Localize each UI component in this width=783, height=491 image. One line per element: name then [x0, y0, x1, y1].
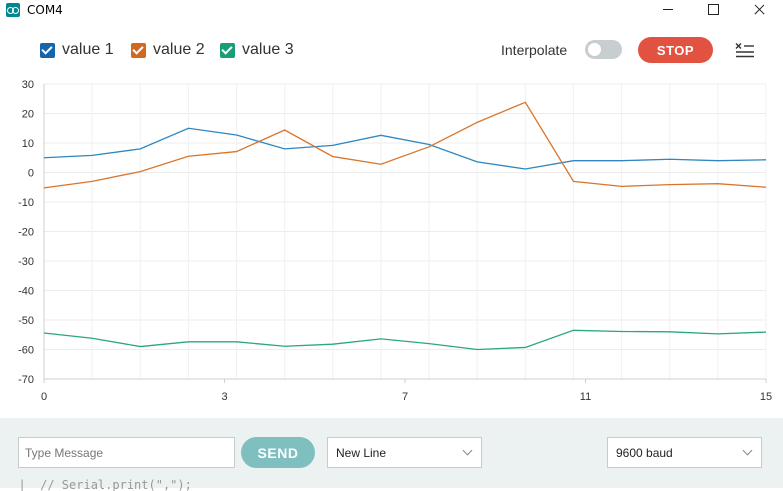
checkbox-checked-icon[interactable]	[220, 42, 235, 58]
y-tick-label: 10	[22, 138, 34, 150]
legend-item-value-2[interactable]: value 2	[131, 41, 205, 59]
checkbox-checked-icon[interactable]	[40, 42, 55, 58]
x-tick-label: 11	[580, 391, 591, 403]
y-tick-label: -70	[18, 374, 34, 386]
background-code-line: | // Serial.print(",");	[4, 478, 192, 491]
checkbox-checked-icon[interactable]	[131, 42, 146, 58]
line-ending-value: New Line	[336, 445, 387, 460]
y-tick-label: 30	[22, 79, 34, 91]
y-tick-label: 20	[22, 109, 34, 121]
baud-rate-value: 9600 baud	[616, 445, 673, 460]
interpolate-toggle[interactable]	[585, 40, 622, 59]
chevron-down-icon	[742, 445, 753, 456]
y-tick-label: -60	[18, 345, 34, 357]
y-tick-label: 0	[28, 168, 34, 180]
baud-rate-select[interactable]: 9600 baud	[607, 437, 762, 468]
legend-label: value 2	[153, 41, 205, 58]
x-tick-label: 15	[760, 391, 772, 403]
series-line-value-2	[43, 101, 767, 189]
clear-list-icon[interactable]	[735, 42, 755, 58]
x-tick-label: 7	[402, 391, 408, 403]
chevron-down-icon	[462, 445, 473, 456]
bottom-bar: SEND New Line 9600 baud	[0, 418, 783, 488]
stop-button[interactable]: STOP	[638, 37, 713, 63]
series-line-value-3	[43, 329, 767, 351]
interpolate-label: Interpolate	[501, 42, 568, 58]
title-bar: COM4	[0, 0, 783, 20]
window-title: COM4	[27, 3, 63, 17]
message-input[interactable]	[18, 437, 235, 468]
series-line-value-1	[43, 127, 767, 170]
x-tick-label: 0	[41, 391, 47, 403]
x-tick-label: 3	[221, 391, 227, 403]
serial-plot-chart: 30 20 10 0 -10 -20 -30 -40 -50 -60 -70 0 3 7 11 15	[18, 79, 772, 403]
legend-item-value-3[interactable]: value 3	[220, 41, 294, 59]
y-tick-label: -10	[18, 197, 34, 209]
y-tick-label: -20	[18, 227, 34, 239]
minimize-icon[interactable]	[645, 0, 691, 20]
legend-label: value 3	[242, 41, 294, 58]
legend-label: value 1	[62, 41, 114, 58]
y-tick-label: -30	[18, 256, 34, 268]
arduino-icon	[6, 3, 20, 17]
legend-item-value-1[interactable]: value 1	[40, 41, 114, 59]
toggle-knob	[588, 43, 601, 56]
y-tick-label: -50	[18, 315, 34, 327]
close-icon[interactable]	[736, 0, 782, 20]
y-tick-label: -40	[18, 286, 34, 298]
send-button[interactable]: SEND	[241, 437, 315, 468]
line-ending-select[interactable]: New Line	[327, 437, 482, 468]
maximize-icon[interactable]	[690, 0, 736, 20]
